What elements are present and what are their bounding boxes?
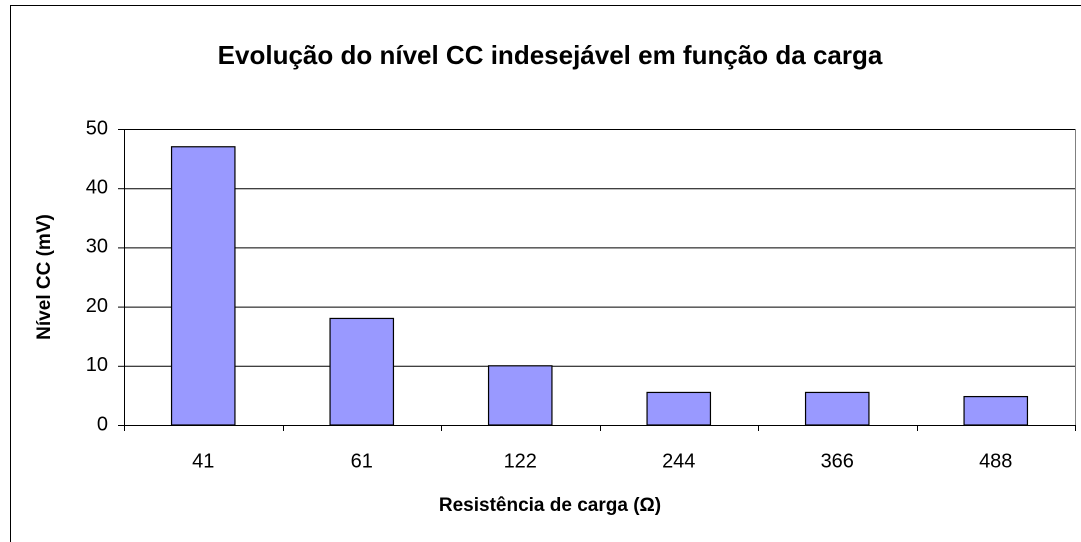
bar: [170, 146, 236, 426]
bar: [329, 317, 395, 426]
y-axis-label: Nível CC (mV): [34, 214, 55, 340]
x-tick-label: 41: [192, 450, 214, 472]
chart-title: Evolução do nível CC indesejável em funç…: [218, 40, 883, 70]
x-axis-label: Resistência de carga (Ω): [439, 495, 661, 516]
y-tick-label: 20: [86, 295, 108, 317]
bar: [804, 391, 870, 426]
x-tick-label: 366: [821, 450, 854, 472]
bar: [646, 391, 712, 426]
x-tick-label: 244: [662, 450, 695, 472]
y-tick-label: 50: [86, 117, 108, 139]
y-tick-label: 0: [97, 413, 108, 435]
bar: [487, 365, 553, 426]
x-tick-label: 488: [979, 450, 1012, 472]
x-tick-label: 122: [504, 450, 537, 472]
y-tick-label: 10: [86, 354, 108, 376]
x-tick-label: 61: [351, 450, 373, 472]
y-tick-label: 40: [86, 176, 108, 198]
y-tick-label: 30: [86, 236, 108, 258]
bar: [963, 395, 1029, 426]
